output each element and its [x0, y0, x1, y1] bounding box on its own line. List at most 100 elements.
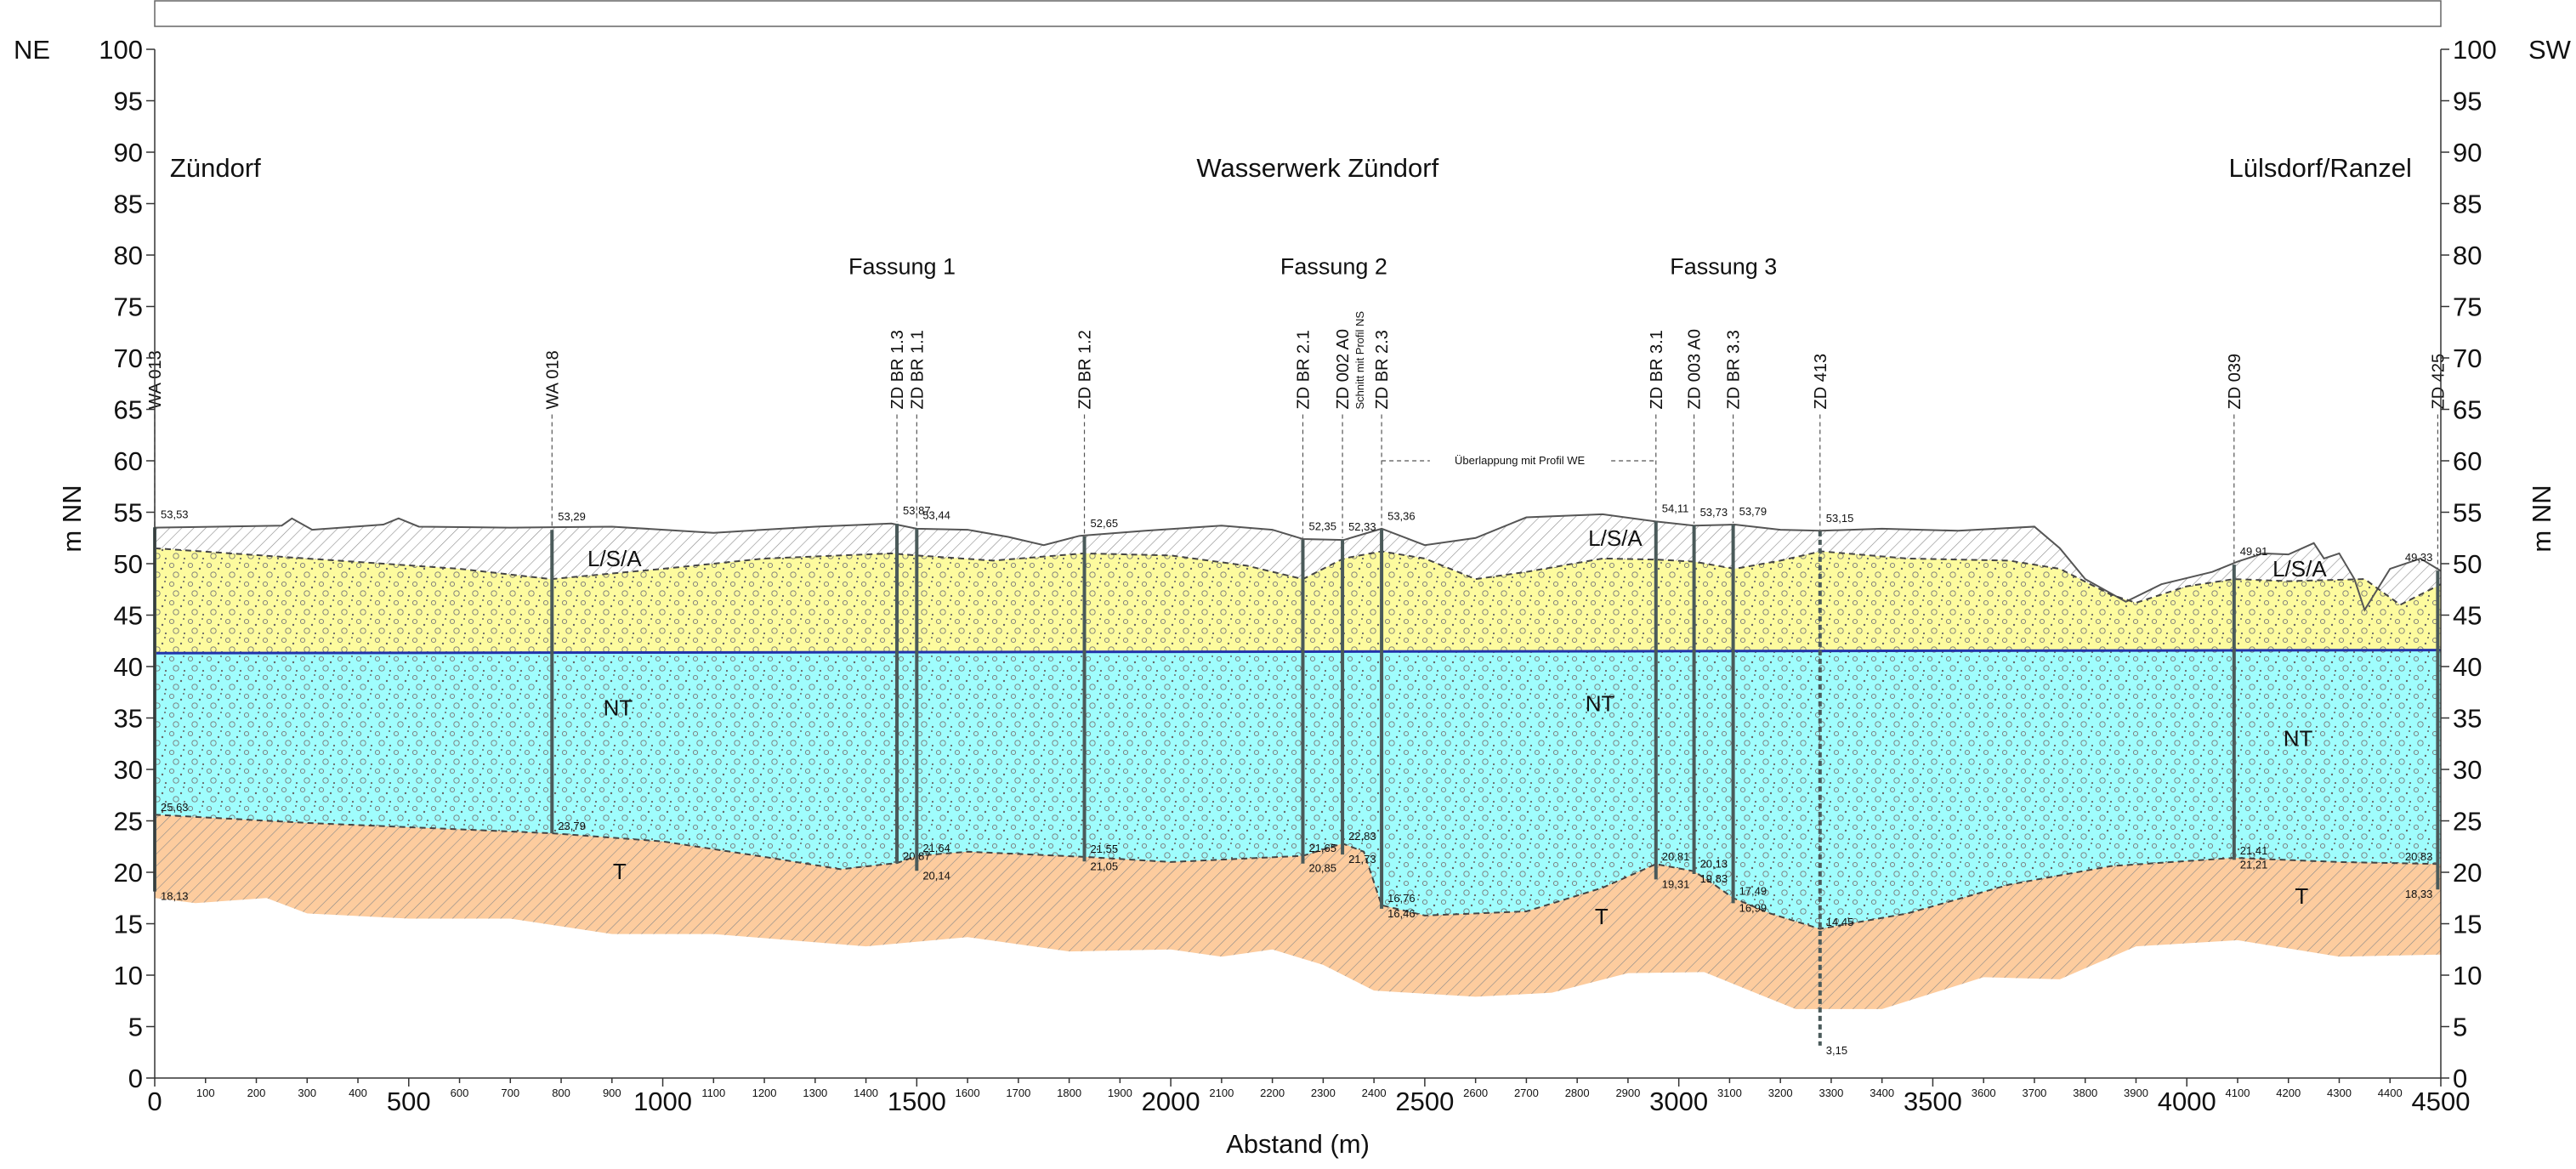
y-tick-label: 95	[114, 87, 143, 116]
x-tick-label: 1000	[633, 1087, 692, 1116]
well-value-label: 53,79	[1739, 505, 1767, 518]
x-tick-label: 400	[349, 1087, 367, 1099]
layer-label: NT	[604, 695, 633, 720]
x-tick-label: 4400	[2378, 1087, 2403, 1099]
well-value-label: 23,79	[558, 820, 586, 832]
y-tick-label-right: 75	[2453, 292, 2482, 322]
layer-label: NT	[1586, 691, 1615, 717]
overlap-note: Überlappung mit Profil WE	[1455, 454, 1585, 467]
well-value-label: 53,36	[1387, 509, 1416, 522]
well-name: ZD BR 2.1	[1294, 330, 1313, 409]
well-value-label: 53,44	[922, 508, 950, 521]
layer-label: L/S/A	[1588, 525, 1643, 551]
well-value-label: 49,33	[2405, 551, 2433, 564]
x-tick-label: 2000	[1142, 1087, 1200, 1116]
layer-label: T	[2295, 883, 2308, 909]
y-tick-label: 20	[114, 858, 143, 888]
y-tick-label-right: 35	[2453, 704, 2482, 734]
well-name: ZD 039	[2226, 354, 2244, 410]
x-tick-label: 900	[603, 1087, 621, 1099]
x-tick-label: 1600	[956, 1087, 980, 1099]
x-tick-label: 2300	[1311, 1087, 1336, 1099]
well-value-label: 21,21	[2240, 858, 2268, 871]
well-name: ZD BR 3.1	[1648, 330, 1666, 409]
y-tick-label-right: 85	[2453, 190, 2482, 219]
well-name: WA 013	[146, 350, 165, 409]
y-tick-label-right: 60	[2453, 446, 2482, 476]
chart: 53,5325,6318,13WA 01353,2923,79WA 01853,…	[0, 0, 2576, 1169]
group-label: Fassung 3	[1670, 253, 1777, 279]
well-value-label: 3,15	[1826, 1044, 1847, 1057]
y-tick-label: 5	[128, 1013, 143, 1042]
x-tick-label: 3900	[2124, 1087, 2148, 1099]
well-value-label: 21,65	[1308, 842, 1336, 854]
y-tick-label: 70	[114, 343, 143, 373]
well-value-label: 21,41	[2240, 844, 2268, 857]
well-value-label: 53,15	[1826, 512, 1854, 525]
well-value-label: 52,65	[1091, 517, 1119, 530]
y-tick-label-right: 20	[2453, 858, 2482, 888]
well-value-label: 49,91	[2240, 545, 2268, 558]
well-value-label: 53,53	[161, 508, 189, 520]
y-tick-label: 90	[114, 138, 143, 167]
x-tick-label: 3500	[1904, 1087, 1962, 1116]
x-axis-title: Abstand (m)	[1226, 1129, 1370, 1159]
y-axis-title: m NN	[57, 485, 87, 552]
y-tick-label-right: 5	[2453, 1013, 2467, 1042]
y-tick-label: 0	[128, 1064, 143, 1093]
well-value-label: 25,63	[161, 801, 189, 814]
x-tick-label: 2500	[1395, 1087, 1454, 1116]
x-tick-label: 3100	[1717, 1087, 1742, 1099]
y-tick-label-right: 10	[2453, 961, 2482, 990]
x-tick-label: 2200	[1260, 1087, 1285, 1099]
x-tick-label: 0	[147, 1087, 162, 1116]
legend-box	[155, 1, 2441, 26]
y-tick-label-right: 65	[2453, 395, 2482, 425]
y-tick-label-right: 25	[2453, 807, 2482, 837]
well-name: ZD 413	[1812, 354, 1830, 410]
x-tick-label: 3700	[2022, 1087, 2046, 1099]
x-tick-label: 3300	[1819, 1087, 1843, 1099]
x-tick-label: 3800	[2073, 1087, 2097, 1099]
well-note: Schnitt mit Profil NS	[1353, 311, 1366, 410]
y-tick-label: 85	[114, 190, 143, 219]
y-tick-label: 55	[114, 498, 143, 528]
place-label: Lülsdorf/Ranzel	[2229, 153, 2412, 183]
well-value-label: 54,11	[1662, 502, 1689, 514]
x-tick-label: 1400	[854, 1087, 878, 1099]
x-tick-label: 2700	[1514, 1087, 1539, 1099]
x-tick-label: 1500	[888, 1087, 946, 1116]
x-tick-label: 1100	[701, 1087, 725, 1099]
well-name: ZD BR 1.2	[1076, 330, 1095, 409]
y-tick-label-right: 40	[2453, 652, 2482, 682]
corner-label-right: SW	[2528, 35, 2572, 65]
x-tick-label: 4500	[2412, 1087, 2471, 1116]
y-tick-label-right: 15	[2453, 910, 2482, 939]
page: {"chart_data":{"type":"profile", "corner…	[0, 0, 2576, 1169]
place-label: Wasserwerk Zündorf	[1196, 153, 1438, 183]
y-tick-label: 45	[114, 601, 143, 631]
well-value-label: 53,73	[1700, 506, 1728, 519]
y-tick-label-right: 80	[2453, 241, 2482, 270]
x-tick-label: 1700	[1006, 1087, 1030, 1099]
y-tick-label-right: 50	[2453, 549, 2482, 579]
x-tick-label: 2400	[1362, 1087, 1387, 1099]
x-tick-label: 1900	[1108, 1087, 1132, 1099]
y-tick-label: 80	[114, 241, 143, 270]
y-tick-label-right: 90	[2453, 138, 2482, 167]
well-value-label: 17,49	[1739, 884, 1767, 897]
well-name: WA 018	[543, 350, 562, 409]
layer-label: NT	[2284, 726, 2313, 752]
layer-label: T	[1595, 904, 1609, 929]
x-tick-label: 4100	[2226, 1087, 2250, 1099]
well-value-label: 53,29	[558, 510, 586, 523]
group-label: Fassung 1	[848, 253, 956, 279]
y-tick-label: 15	[114, 910, 143, 939]
well-value-label: 18,13	[161, 890, 189, 903]
y-axis-title-right: m NN	[2527, 485, 2556, 552]
layer-label: L/S/A	[587, 546, 642, 571]
well-name: ZD 425	[2429, 354, 2448, 410]
x-tick-label: 600	[451, 1087, 469, 1099]
y-tick-label-right: 100	[2453, 35, 2497, 65]
x-tick-label: 800	[552, 1087, 570, 1099]
